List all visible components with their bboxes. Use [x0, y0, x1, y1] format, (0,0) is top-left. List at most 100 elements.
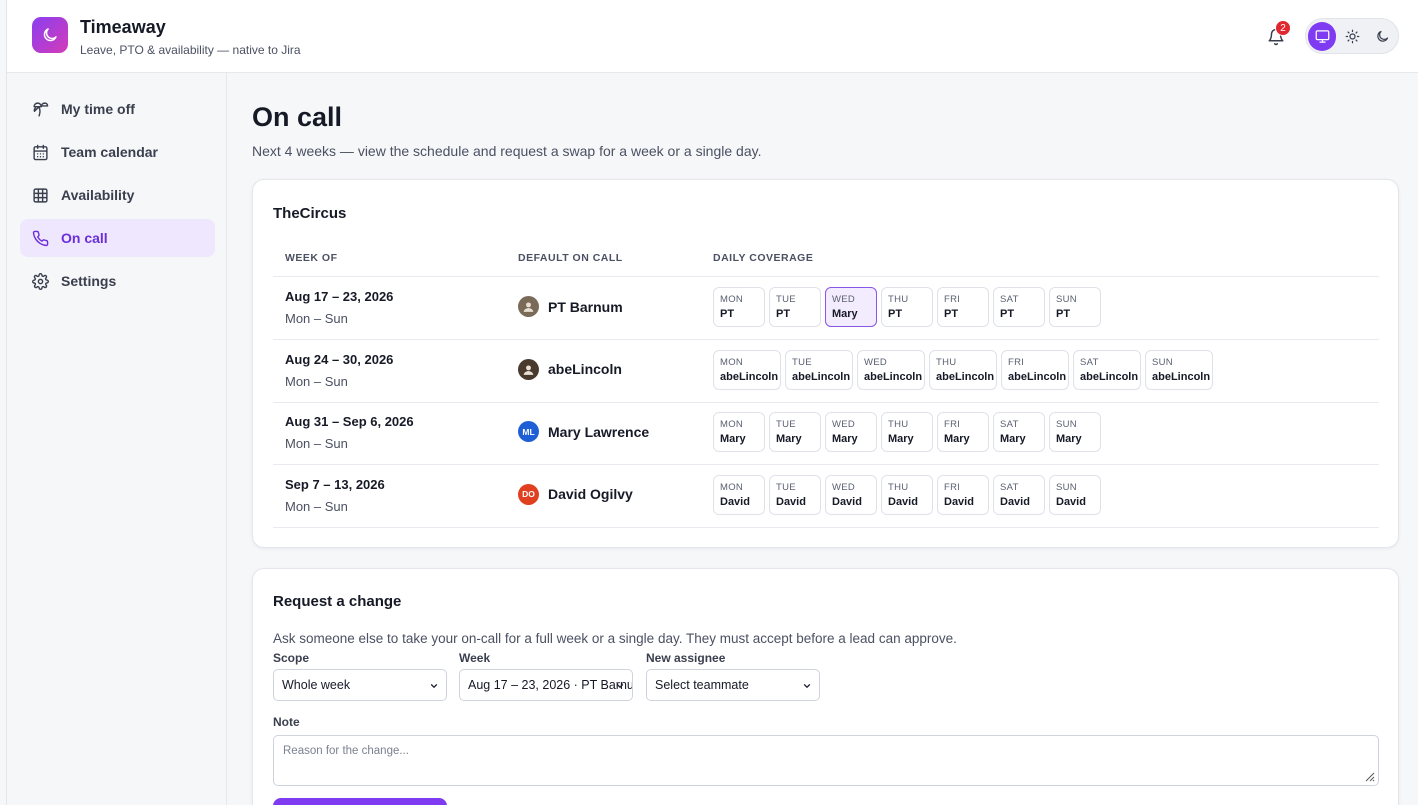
sidebar-item-my-time-off[interactable]: My time off	[20, 90, 215, 128]
coverage-day-sun[interactable]: SUN abeLincoln	[1145, 349, 1213, 390]
coverage-day-fri[interactable]: FRI David	[937, 474, 989, 515]
sidebar-item-availability[interactable]: Availability	[20, 176, 215, 214]
coverage-day-mon[interactable]: MON abeLincoln	[713, 349, 781, 390]
scope-select[interactable]: Whole week	[273, 669, 447, 701]
app-title: Timeaway	[80, 17, 166, 37]
avatar	[518, 358, 539, 380]
coverage-day-fri[interactable]: FRI Mary	[937, 412, 989, 452]
day-assignee: abeLincoln	[1080, 370, 1139, 383]
resize-handle-icon[interactable]	[1363, 770, 1375, 782]
column-header-week: WEEK OF	[285, 252, 338, 264]
day-name: MON	[720, 294, 744, 305]
page-subtitle: Next 4 weeks — view the schedule and req…	[252, 143, 762, 159]
day-assignee: David	[776, 495, 806, 508]
chevron-down-icon	[803, 684, 811, 688]
person-icon	[523, 302, 534, 312]
main-content: On call Next 4 weeks — view the schedule…	[228, 73, 1418, 805]
day-name: SAT	[1080, 356, 1099, 368]
daily-coverage: MON Mary TUE Mary WED Mary THU Mary FRI Mary SAT Ma…	[713, 412, 1101, 452]
assignee-select[interactable]: Select teammate	[646, 669, 820, 701]
divider	[273, 526, 1379, 528]
coverage-day-mon[interactable]: MON Mary	[713, 412, 765, 452]
assignee-name: Mary Lawrence	[548, 423, 650, 440]
coverage-day-sat[interactable]: SAT abeLincoln	[1073, 349, 1141, 390]
theme-system-button[interactable]	[1308, 21, 1336, 51]
sun-icon	[1345, 29, 1359, 43]
day-name: THU	[888, 481, 909, 493]
day-name: WED	[832, 481, 856, 493]
day-assignee: David	[1000, 495, 1030, 508]
coverage-day-sat[interactable]: SAT Mary	[993, 412, 1045, 452]
theme-light-button[interactable]	[1338, 22, 1366, 51]
moon-icon	[43, 28, 57, 42]
coverage-day-mon[interactable]: MON PT	[713, 287, 765, 327]
coverage-day-wed[interactable]: WED Mary	[825, 287, 877, 327]
divider	[273, 339, 1379, 340]
sidebar-item-label: Availability	[61, 187, 135, 203]
request-description: Ask someone else to take your on-call fo…	[273, 631, 957, 646]
day-assignee: Mary	[1000, 433, 1026, 445]
coverage-day-sat[interactable]: SAT PT	[993, 287, 1045, 327]
app-subtitle: Leave, PTO & availability — native to Ji…	[80, 43, 301, 57]
day-assignee: Mary	[944, 433, 970, 445]
default-assignee: ML Mary Lawrence	[518, 421, 649, 442]
daily-coverage: MON David TUE David WED David THU David FRI David…	[713, 474, 1101, 515]
coverage-day-fri[interactable]: FRI abeLincoln	[1001, 349, 1069, 390]
day-assignee: PT	[720, 308, 735, 320]
coverage-day-thu[interactable]: THU Mary	[881, 412, 933, 452]
avatar: DO	[518, 483, 539, 505]
coverage-day-mon[interactable]: MON David	[713, 474, 765, 515]
day-assignee: PT	[944, 308, 959, 320]
day-name: THU	[936, 356, 957, 368]
day-name: SUN	[1056, 419, 1077, 430]
day-name: SAT	[1000, 481, 1019, 493]
coverage-day-tue[interactable]: TUE David	[769, 474, 821, 515]
sidebar-item-label: Settings	[61, 273, 117, 289]
sidebar-item-on-call[interactable]: On call	[20, 219, 215, 257]
grid-icon	[33, 187, 48, 203]
week-days: Mon – Sun	[285, 373, 348, 389]
table-row: Aug 17 – 23, 2026 Mon – Sun PT Barnum MON PT…	[273, 277, 1379, 339]
assignee-name: abeLincoln	[548, 361, 622, 377]
coverage-day-thu[interactable]: THU PT	[881, 287, 933, 327]
coverage-day-thu[interactable]: THU David	[881, 474, 933, 515]
avatar: ML	[518, 421, 539, 442]
day-assignee: PT	[888, 308, 903, 320]
day-name: SAT	[1000, 419, 1019, 430]
coverage-day-tue[interactable]: TUE abeLincoln	[785, 349, 853, 390]
day-assignee: Mary	[776, 433, 802, 445]
week-select[interactable]: Aug 17 – 23, 2026 · PT Barnum	[459, 669, 633, 701]
divider	[273, 464, 1379, 465]
coverage-day-sun[interactable]: SUN Mary	[1049, 412, 1101, 452]
theme-dark-button[interactable]	[1368, 22, 1396, 51]
day-assignee: David	[944, 495, 974, 508]
day-name: SUN	[1056, 294, 1077, 305]
day-name: FRI	[944, 481, 961, 493]
chevron-down-icon	[430, 684, 438, 688]
sidebar-item-label: On call	[61, 230, 108, 246]
coverage-day-tue[interactable]: TUE Mary	[769, 412, 821, 452]
note-textarea[interactable]: Reason for the change...	[273, 735, 1379, 786]
coverage-day-sat[interactable]: SAT David	[993, 474, 1045, 515]
submit-request-button[interactable]	[273, 798, 447, 805]
avatar	[518, 296, 539, 317]
coverage-day-wed[interactable]: WED David	[825, 474, 877, 515]
coverage-day-sun[interactable]: SUN David	[1049, 474, 1101, 515]
gear-icon	[32, 272, 49, 290]
day-assignee: Mary	[832, 433, 858, 445]
day-name: SUN	[1152, 356, 1173, 368]
day-assignee: abeLincoln	[936, 370, 995, 383]
sidebar-item-team-calendar[interactable]: Team calendar	[20, 133, 215, 171]
sidebar-item-settings[interactable]: Settings	[20, 262, 215, 300]
coverage-day-wed[interactable]: WED Mary	[825, 412, 877, 452]
coverage-day-fri[interactable]: FRI PT	[937, 287, 989, 327]
coverage-day-wed[interactable]: WED abeLincoln	[857, 349, 925, 390]
daily-coverage: MON PT TUE PT WED Mary THU PT FRI PT SAT PT SUN PT	[713, 287, 1101, 327]
coverage-day-sun[interactable]: SUN PT	[1049, 287, 1101, 327]
coverage-day-tue[interactable]: TUE PT	[769, 287, 821, 327]
week-days: Mon – Sun	[285, 498, 348, 514]
day-assignee: PT	[1056, 308, 1071, 320]
coverage-day-thu[interactable]: THU abeLincoln	[929, 349, 997, 390]
column-header-coverage: DAILY COVERAGE	[713, 252, 814, 264]
week-days: Mon – Sun	[285, 436, 348, 451]
